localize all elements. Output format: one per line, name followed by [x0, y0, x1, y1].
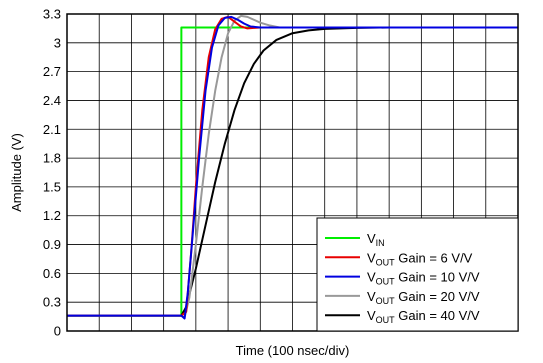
legend-subscript: OUT	[376, 277, 396, 287]
series-line	[67, 15, 518, 320]
legend-main: V	[367, 231, 376, 246]
y-tick-label: 0.6	[43, 266, 61, 281]
legend-entry: VOUT Gain = 20 V/V	[367, 289, 480, 306]
legend-label: Gain = 20 V/V	[395, 289, 480, 304]
y-tick-label: 2.7	[43, 64, 61, 79]
legend-entry: VOUT Gain = 10 V/V	[367, 270, 480, 287]
y-tick-labels: 0 0.3 0.6 0.9 1.2 1.5 1.8 2.1 2.4 2.7 3 3.3	[43, 7, 61, 339]
y-tick-label: 3.3	[43, 7, 61, 22]
y-tick-label: 3	[54, 35, 61, 50]
y-tick-label: 0.3	[43, 295, 61, 310]
y-tick-label: 1.5	[43, 179, 61, 194]
y-tick-label: 2.1	[43, 122, 61, 137]
legend-entry: VOUT Gain = 40 V/V	[367, 308, 480, 325]
legend-main: V	[367, 270, 376, 285]
legend-entry: VOUT Gain = 6 V/V	[367, 250, 473, 267]
legend-subscript: OUT	[376, 315, 396, 325]
series-line	[67, 14, 518, 319]
legend-label: Gain = 10 V/V	[395, 270, 480, 285]
y-tick-label: 0.9	[43, 237, 61, 252]
legend-main: V	[367, 308, 376, 323]
x-axis-label: Time (100 nsec/div)	[236, 343, 350, 358]
y-tick-label: 1.8	[43, 151, 61, 166]
y-tick-label: 1.2	[43, 208, 61, 223]
legend-label: Gain = 40 V/V	[395, 308, 480, 323]
series-lines	[67, 14, 518, 320]
y-tick-label: 0	[54, 324, 61, 339]
y-tick-label: 2.4	[43, 93, 61, 108]
legend-box	[316, 217, 519, 332]
y-axis-label: Amplitude (V)	[9, 133, 24, 212]
legend-main: V	[367, 250, 376, 265]
legend-label: Gain = 6 V/V	[395, 250, 473, 265]
legend-subscript: IN	[376, 238, 385, 248]
plot-frame	[66, 13, 519, 332]
legend-subscript: OUT	[376, 257, 396, 267]
legend-subscript: OUT	[376, 296, 396, 306]
legend-entry: VIN	[367, 231, 385, 248]
legend-main: V	[367, 289, 376, 304]
series-line	[67, 26, 518, 317]
